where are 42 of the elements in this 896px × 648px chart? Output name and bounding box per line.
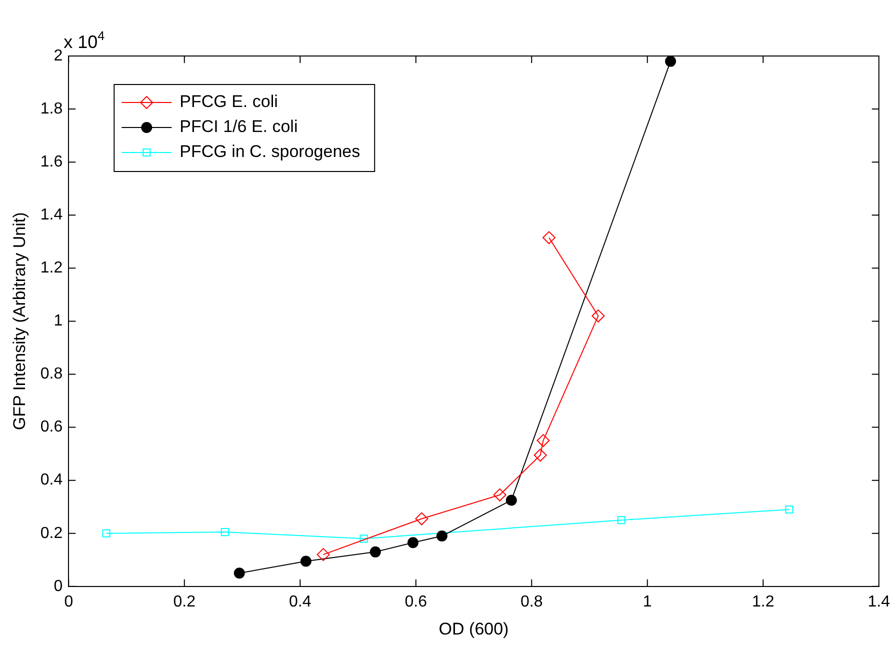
point [536, 434, 550, 448]
y-tick-label: 0.2 [40, 524, 63, 542]
x-tick-label: 0.4 [289, 593, 312, 610]
point [407, 537, 418, 548]
y-tick-label: 1.2 [40, 260, 63, 277]
point [415, 512, 428, 526]
point [360, 534, 368, 543]
point [785, 505, 794, 514]
y-axis-title: GFP Intensity (Arbitrary Unit) [10, 212, 29, 430]
point [220, 528, 229, 536]
point [300, 556, 312, 567]
legend-label: PFCI 1/6 E. coli [180, 117, 298, 136]
y-tick-label: 0.8 [40, 366, 63, 383]
point [436, 530, 448, 542]
x-tick-label: 0.6 [404, 593, 428, 610]
legend-label: PFCG in C. sporogenes [180, 142, 360, 162]
x-tick-label: 1.2 [752, 593, 774, 610]
x-tick-label: 1.4 [868, 593, 890, 610]
legend-label: PFCG E. coli [180, 92, 278, 112]
point [316, 548, 330, 562]
point [234, 568, 245, 579]
point [102, 529, 110, 538]
y-tick-label: 1.4 [40, 206, 63, 224]
point [506, 494, 517, 506]
x-tick-label: 0.8 [520, 593, 543, 610]
y-tick-label: 2 [54, 47, 63, 64]
point [534, 448, 547, 462]
y-tick-label: 0 [54, 578, 63, 595]
point [370, 546, 381, 558]
y-tick-label: 0.6 [40, 418, 63, 436]
x-axis-title: OD (600) [438, 619, 509, 638]
x-tick-label: 0.2 [173, 593, 196, 610]
y-tick-label: 0.4 [40, 472, 63, 489]
point [665, 56, 676, 67]
point [542, 231, 556, 244]
y-tick-label: 1.6 [40, 153, 63, 170]
point [617, 516, 626, 524]
x-tick-label: 1 [642, 593, 652, 610]
y-tick-label: 1 [54, 312, 63, 330]
point [493, 488, 506, 502]
point [592, 309, 605, 322]
y-tick-label: 1.8 [40, 100, 63, 118]
